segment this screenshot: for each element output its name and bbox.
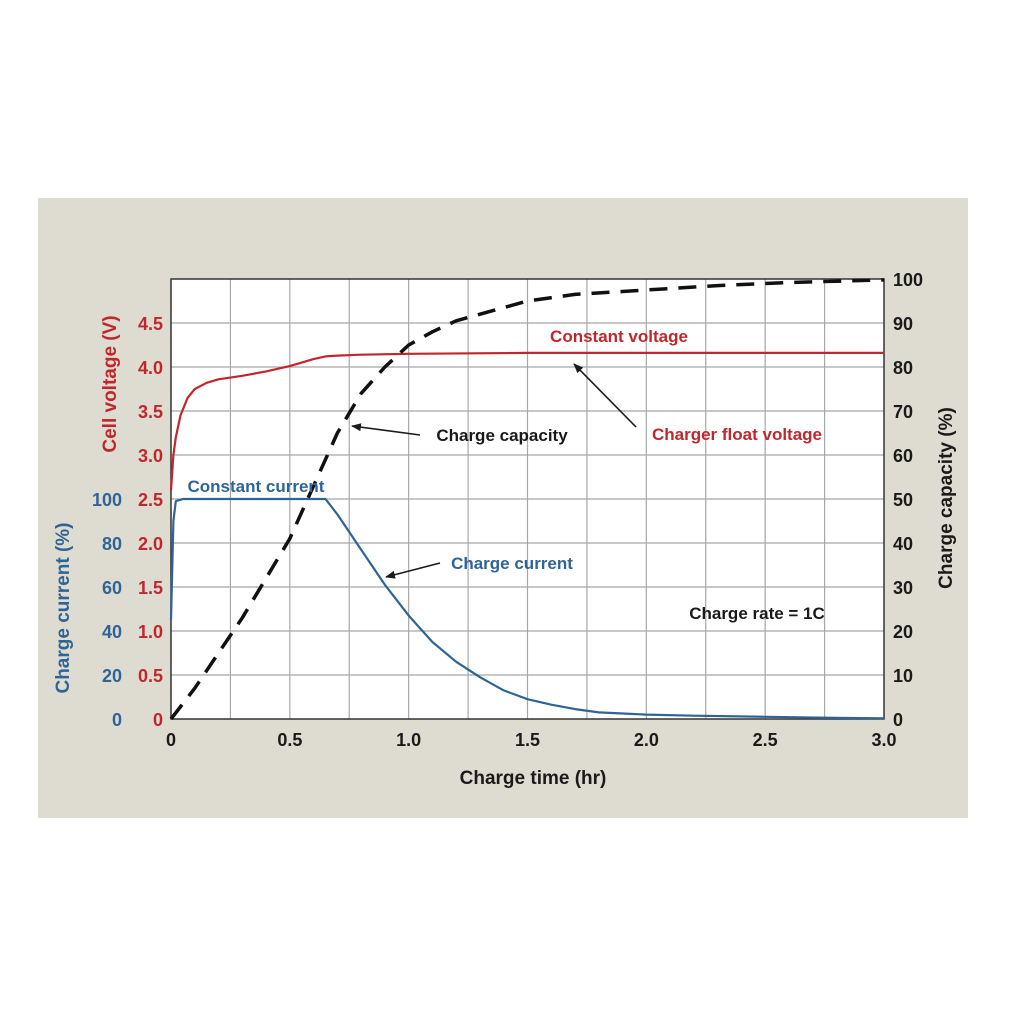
- x-tick-label: 2.0: [634, 730, 659, 750]
- y-tick-label-voltage: 4.5: [138, 314, 163, 334]
- y-tick-label-capacity: 70: [893, 402, 913, 422]
- y-tick-label-voltage: 3.5: [138, 402, 163, 422]
- y-axis-label-capacity: Charge capacity (%): [936, 407, 957, 589]
- y-tick-label-current: 80: [102, 534, 122, 554]
- x-tick-label: 2.5: [753, 730, 778, 750]
- series-line-capacity: [169, 278, 885, 721]
- series-line-voltage: [169, 351, 884, 491]
- y-tick-label-current: 40: [102, 622, 122, 642]
- annotation-constant-voltage: Constant voltage: [550, 327, 688, 346]
- y-tick-label-capacity: 50: [893, 490, 913, 510]
- y-axis-label-voltage: Cell voltage (V): [100, 315, 121, 452]
- arrow-charger-float-voltage: [573, 363, 637, 428]
- y-axis-label-current: Charge current (%): [53, 522, 74, 693]
- annotation-charge-current: Charge current: [451, 554, 573, 573]
- x-tick-label: 3.0: [871, 730, 896, 750]
- y-tick-label-capacity: 10: [893, 666, 913, 686]
- y-tick-label-current: 20: [102, 666, 122, 686]
- y-tick-label-voltage: 2.5: [138, 490, 163, 510]
- y-tick-label-capacity: 100: [893, 270, 923, 290]
- y-tick-label-capacity: 40: [893, 534, 913, 554]
- arrow-charge-current: [385, 562, 441, 579]
- y-tick-label-voltage: 3.0: [138, 446, 163, 466]
- annotation-constant-current: Constant current: [188, 477, 325, 496]
- y-tick-label-current: 60: [102, 578, 122, 598]
- y-tick-label-capacity: 20: [893, 622, 913, 642]
- series-layer: [169, 278, 885, 721]
- annotation-charger-float-voltage: Charger float voltage: [652, 425, 822, 444]
- y-tick-label-voltage: 1.0: [138, 622, 163, 642]
- y-tick-label-capacity: 90: [893, 314, 913, 334]
- x-tick-label: 1.5: [515, 730, 540, 750]
- y-tick-label-voltage: 0.5: [138, 666, 163, 686]
- y-tick-label-voltage: 0: [153, 710, 163, 730]
- y-tick-label-capacity: 0: [893, 710, 903, 730]
- annotation-charge-rate: Charge rate = 1C: [689, 604, 825, 623]
- plot-frame: [170, 278, 885, 720]
- x-tick-label: 0.5: [277, 730, 302, 750]
- series-line-current: [169, 497, 885, 720]
- y-tick-label-voltage: 1.5: [138, 578, 163, 598]
- x-tick-label: 0: [166, 730, 176, 750]
- x-axis-label: Charge time (hr): [460, 768, 607, 789]
- y-tick-label-voltage: 4.0: [138, 358, 163, 378]
- annotation-charge-capacity: Charge capacity: [436, 426, 568, 445]
- y-tick-label-voltage: 2.0: [138, 534, 163, 554]
- x-tick-label: 1.0: [396, 730, 421, 750]
- tick-labels: 0 0.5 1.0 1.5 2.0 2.5 3.000.51.01.52.02.53.03.…: [92, 270, 923, 750]
- y-tick-label-current: 0: [112, 710, 122, 730]
- y-tick-label-capacity: 80: [893, 358, 913, 378]
- arrow-charge-capacity: [351, 423, 421, 436]
- y-tick-label-capacity: 30: [893, 578, 913, 598]
- y-tick-label-capacity: 60: [893, 446, 913, 466]
- y-tick-label-current: 100: [92, 490, 122, 510]
